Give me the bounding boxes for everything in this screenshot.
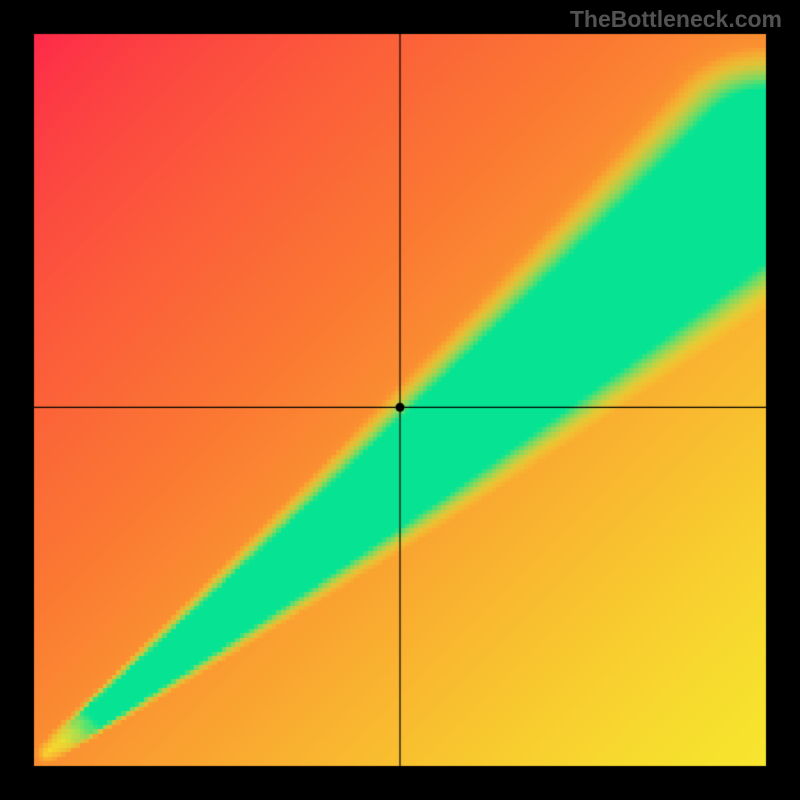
chart-container: TheBottleneck.com xyxy=(0,0,800,800)
heatmap-canvas xyxy=(0,0,800,800)
watermark-text: TheBottleneck.com xyxy=(570,6,782,33)
